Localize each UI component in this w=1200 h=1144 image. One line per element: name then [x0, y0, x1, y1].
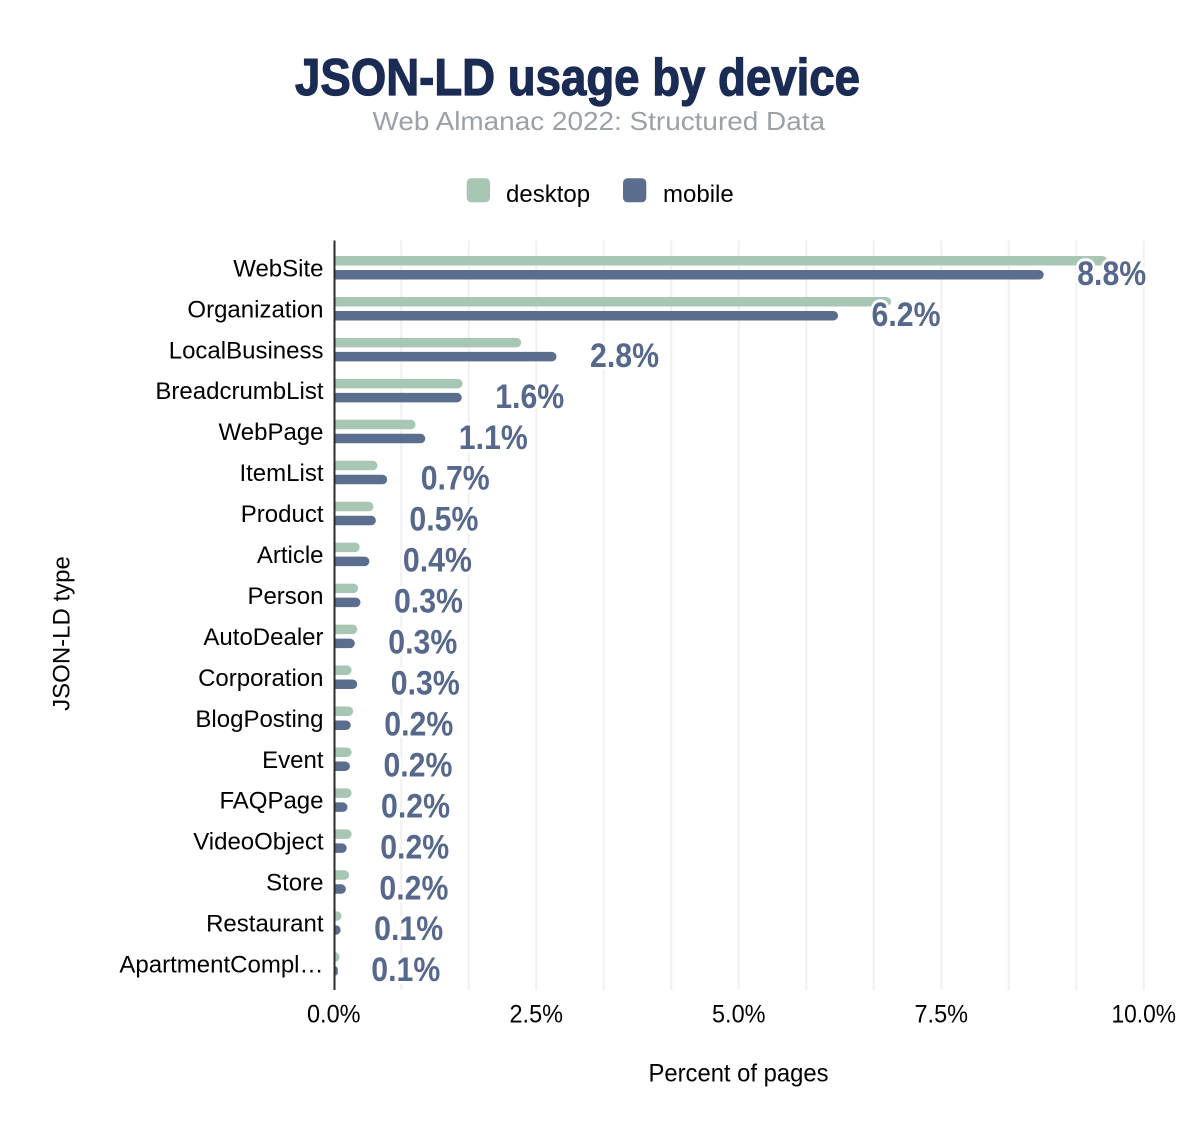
svg-text:0.2%: 0.2% [384, 705, 453, 743]
svg-text:BreadcrumbList: BreadcrumbList [155, 378, 323, 405]
svg-text:BlogPosting: BlogPosting [195, 706, 323, 733]
svg-text:FAQPage: FAQPage [219, 788, 323, 815]
svg-text:Article: Article [257, 542, 324, 569]
svg-text:0.2%: 0.2% [380, 828, 449, 866]
svg-text:7.5%: 7.5% [915, 1001, 969, 1029]
svg-text:Organization: Organization [187, 296, 323, 323]
svg-text:5.0%: 5.0% [712, 1001, 766, 1029]
svg-text:0.3%: 0.3% [388, 624, 457, 662]
svg-text:VideoObject: VideoObject [193, 829, 324, 856]
svg-text:2.5%: 2.5% [510, 1001, 564, 1029]
svg-text:desktop: desktop [506, 181, 590, 208]
svg-text:10.0%: 10.0% [1112, 1001, 1177, 1029]
svg-text:ApartmentCompl…: ApartmentCompl… [119, 952, 323, 979]
svg-text:Corporation: Corporation [198, 665, 323, 692]
svg-text:6.2%: 6.2% [872, 296, 941, 334]
svg-text:WebSite: WebSite [233, 255, 323, 282]
svg-text:JSON-LD usage by device: JSON-LD usage by device [295, 49, 860, 107]
svg-text:Store: Store [266, 870, 323, 897]
svg-text:0.3%: 0.3% [394, 583, 463, 621]
svg-text:JSON-LD type: JSON-LD type [49, 556, 76, 711]
svg-text:0.1%: 0.1% [371, 951, 440, 989]
svg-text:0.1%: 0.1% [374, 910, 443, 948]
svg-text:mobile: mobile [663, 181, 734, 208]
svg-text:Product: Product [241, 501, 324, 528]
svg-text:1.1%: 1.1% [459, 419, 528, 457]
svg-text:0.5%: 0.5% [409, 501, 478, 539]
svg-text:8.8%: 8.8% [1077, 255, 1146, 293]
svg-text:0.4%: 0.4% [403, 542, 472, 580]
svg-text:AutoDealer: AutoDealer [203, 624, 323, 651]
svg-text:2.8%: 2.8% [590, 337, 659, 375]
svg-text:1.6%: 1.6% [495, 378, 564, 416]
svg-text:Restaurant: Restaurant [206, 911, 324, 938]
svg-text:0.2%: 0.2% [381, 787, 450, 825]
svg-text:Event: Event [262, 747, 324, 774]
svg-text:LocalBusiness: LocalBusiness [169, 337, 324, 364]
svg-text:0.3%: 0.3% [391, 664, 460, 702]
svg-text:ItemList: ItemList [239, 460, 323, 487]
svg-text:0.2%: 0.2% [383, 746, 452, 784]
svg-text:Person: Person [247, 583, 323, 610]
svg-text:0.7%: 0.7% [421, 460, 490, 498]
svg-text:WebPage: WebPage [219, 419, 324, 446]
svg-text:Percent of pages: Percent of pages [649, 1060, 829, 1088]
svg-text:0.2%: 0.2% [379, 869, 448, 907]
svg-text:0.0%: 0.0% [307, 1001, 361, 1029]
svg-text:Web Almanac 2022: Structured D: Web Almanac 2022: Structured Data [373, 106, 826, 136]
